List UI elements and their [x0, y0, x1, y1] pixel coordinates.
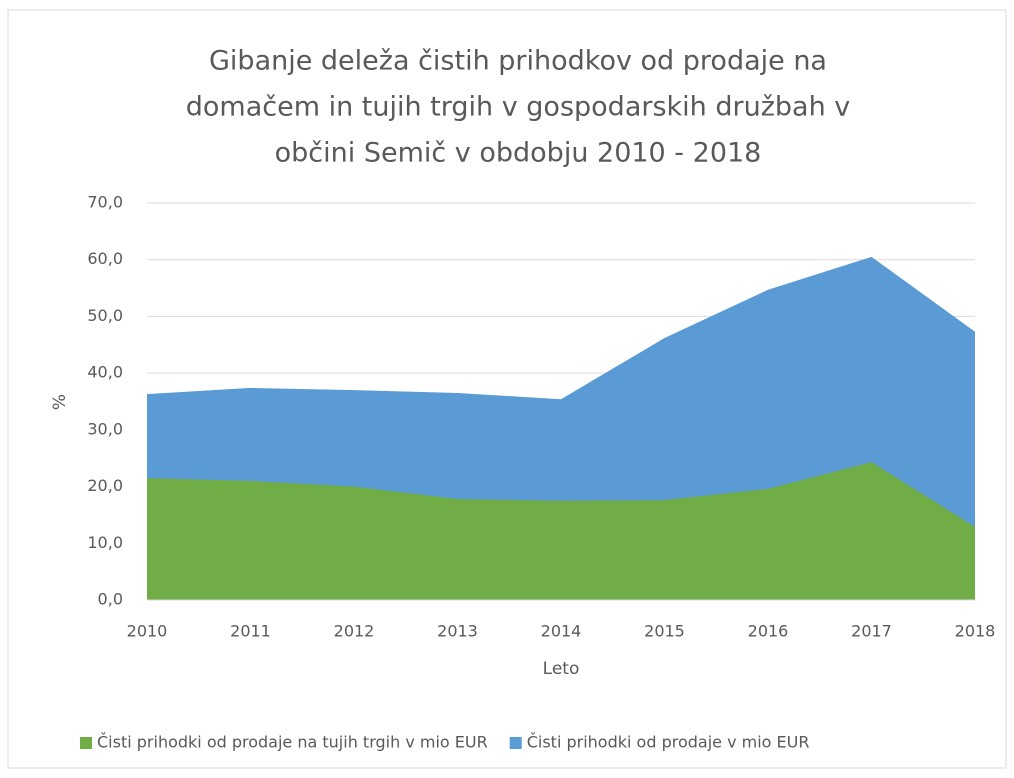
legend-swatch [509, 737, 522, 749]
x-tick-label: 2016 [748, 622, 789, 641]
y-tick-label: 20,0 [87, 476, 123, 495]
chart-title: domačem in tujih trgih v gospodarskih dr… [186, 92, 851, 123]
chart-title: Gibanje deleža čistih prihodkov od proda… [209, 46, 827, 77]
y-tick-label: 10,0 [87, 533, 123, 552]
x-tick-label: 2013 [437, 622, 478, 641]
chart-title: občini Semič v obdobju 2010 - 2018 [275, 138, 762, 169]
x-tick-label: 2010 [127, 622, 168, 641]
x-tick-label: 2015 [644, 622, 685, 641]
x-tick-label: 2017 [851, 622, 892, 641]
x-tick-label: 2018 [955, 622, 996, 641]
x-axis-label: Leto [543, 659, 580, 679]
area [147, 462, 975, 600]
legend-label: Čisti prihodki od prodaje na tujih trgih… [97, 733, 488, 752]
x-tick-label: 2011 [230, 622, 271, 641]
y-tick-label: 70,0 [87, 193, 123, 212]
x-tick-label: 2012 [334, 622, 375, 641]
legend-swatch [80, 737, 92, 749]
legend-label: Čisti prihodki od prodaje v mio EUR [527, 733, 810, 752]
y-tick-label: 0,0 [98, 590, 123, 609]
y-axis-label: % [50, 394, 70, 410]
y-tick-label: 50,0 [87, 306, 123, 325]
x-tick-label: 2014 [541, 622, 582, 641]
y-tick-label: 40,0 [87, 363, 123, 382]
y-tick-label: 30,0 [87, 419, 123, 438]
y-tick-label: 60,0 [87, 249, 123, 268]
